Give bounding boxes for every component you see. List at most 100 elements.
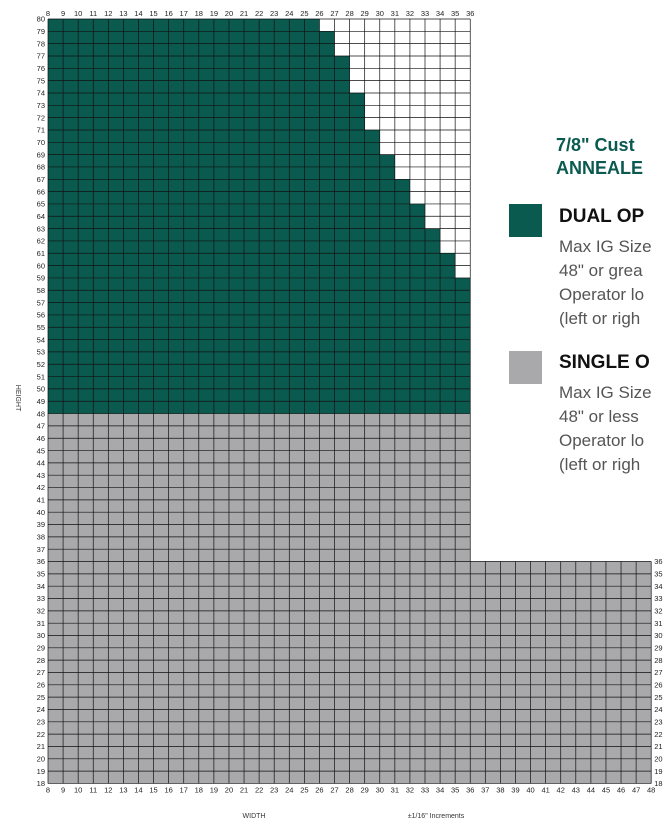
x-tick-label-top: 12 [104,9,112,18]
y-tick-label: 51 [37,372,45,381]
x-tick-label-top: 19 [210,9,218,18]
y-tick-label-right: 34 [654,582,662,591]
x-tick-label-top: 15 [149,9,157,18]
x-tick-label-bottom: 32 [406,785,414,794]
x-tick-label-top: 23 [270,9,278,18]
y-tick-label-right: 30 [654,631,662,640]
y-tick-label: 55 [37,323,45,332]
x-tick-label-top: 35 [451,9,459,18]
x-tick-label-bottom: 8 [46,785,50,794]
y-tick-label-right: 28 [654,656,662,665]
x-tick-label-bottom: 18 [195,785,203,794]
x-tick-label-bottom: 23 [270,785,278,794]
x-tick-label-bottom: 22 [255,785,263,794]
y-tick-label: 76 [37,64,45,73]
y-tick-label: 28 [37,656,45,665]
y-tick-label: 27 [37,668,45,677]
y-tick-label: 58 [37,286,45,295]
x-tick-label-bottom: 34 [436,785,444,794]
x-tick-label-bottom: 28 [345,785,353,794]
dual-operator-description: Max IG Size 48" or grea Operator lo (lef… [559,235,669,331]
y-tick-label: 32 [37,607,45,616]
y-tick-label-right: 25 [654,693,662,702]
x-tick-label-top: 26 [315,9,323,18]
y-tick-label-right: 24 [654,705,662,714]
y-tick-label: 52 [37,360,45,369]
y-tick-label: 62 [37,237,45,246]
y-tick-label: 66 [37,187,45,196]
y-tick-label: 35 [37,570,45,579]
x-tick-label-bottom: 27 [330,785,338,794]
x-tick-label-bottom: 29 [361,785,369,794]
single-line-2: 48" or less [559,407,639,426]
x-tick-label-top: 11 [89,9,97,18]
y-tick-label: 68 [37,163,45,172]
x-tick-label-bottom: 38 [496,785,504,794]
y-tick-label: 41 [37,496,45,505]
x-tick-label-top: 31 [391,9,399,18]
y-tick-label: 47 [37,422,45,431]
y-tick-label: 80 [37,15,45,24]
x-tick-label-bottom: 20 [225,785,233,794]
x-tick-label-top: 9 [61,9,65,18]
x-tick-label-bottom: 36 [466,785,474,794]
y-tick-label-right: 26 [654,681,662,690]
x-tick-label-bottom: 16 [164,785,172,794]
x-tick-label-top: 28 [345,9,353,18]
y-tick-label: 49 [37,397,45,406]
x-tick-label-top: 17 [180,9,188,18]
y-tick-label: 75 [37,76,45,85]
y-tick-label: 37 [37,545,45,554]
x-tick-label-bottom: 21 [240,785,248,794]
legend-heading: 7/8" Cust ANNEALE [556,134,669,180]
y-tick-label: 79 [37,27,45,36]
legend-heading-line2: ANNEALE [556,158,644,178]
y-tick-label: 31 [37,619,45,628]
single-operator-swatch [509,351,542,384]
x-tick-label-bottom: 42 [557,785,565,794]
x-tick-label-top: 10 [74,9,82,18]
y-tick-label: 19 [37,767,45,776]
y-tick-label: 78 [37,39,45,48]
y-tick-label: 64 [37,212,45,221]
y-tick-label: 23 [37,718,45,727]
y-axis-title: HEIGHT [14,385,21,412]
y-tick-label-right: 21 [654,742,662,751]
y-tick-label: 33 [37,594,45,603]
x-tick-label-bottom: 10 [74,785,82,794]
x-axis-title: WIDTH [243,813,266,819]
y-tick-label: 38 [37,533,45,542]
y-tick-label: 20 [37,755,45,764]
x-tick-label-top: 18 [195,9,203,18]
y-tick-label: 72 [37,113,45,122]
x-tick-label-bottom: 11 [89,785,97,794]
y-tick-label: 61 [37,249,45,258]
y-tick-label: 26 [37,681,45,690]
y-tick-label: 50 [37,385,45,394]
x-tick-label-bottom: 44 [587,785,595,794]
y-tick-label-right: 18 [654,779,662,788]
y-tick-label: 21 [37,742,45,751]
x-tick-label-bottom: 31 [391,785,399,794]
x-tick-label-top: 33 [421,9,429,18]
x-tick-label-bottom: 47 [632,785,640,794]
x-tick-label-bottom: 43 [572,785,580,794]
dual-operator-title: DUAL OP [559,206,645,227]
x-tick-label-top: 34 [436,9,444,18]
y-tick-label: 71 [37,126,45,135]
y-tick-label: 25 [37,693,45,702]
y-tick-label: 74 [37,89,45,98]
single-line-4: (left or righ [559,455,641,474]
y-tick-label: 60 [37,261,45,270]
x-tick-label-top: 22 [255,9,263,18]
x-tick-label-bottom: 40 [526,785,534,794]
x-tick-label-top: 27 [330,9,338,18]
x-tick-label-top: 8 [46,9,50,18]
y-tick-label: 65 [37,200,45,209]
x-tick-label-bottom: 9 [61,785,65,794]
y-tick-label-right: 31 [654,619,662,628]
x-tick-label-top: 13 [119,9,127,18]
x-tick-label-bottom: 14 [134,785,142,794]
y-tick-label-right: 19 [654,767,662,776]
x-tick-label-bottom: 26 [315,785,323,794]
